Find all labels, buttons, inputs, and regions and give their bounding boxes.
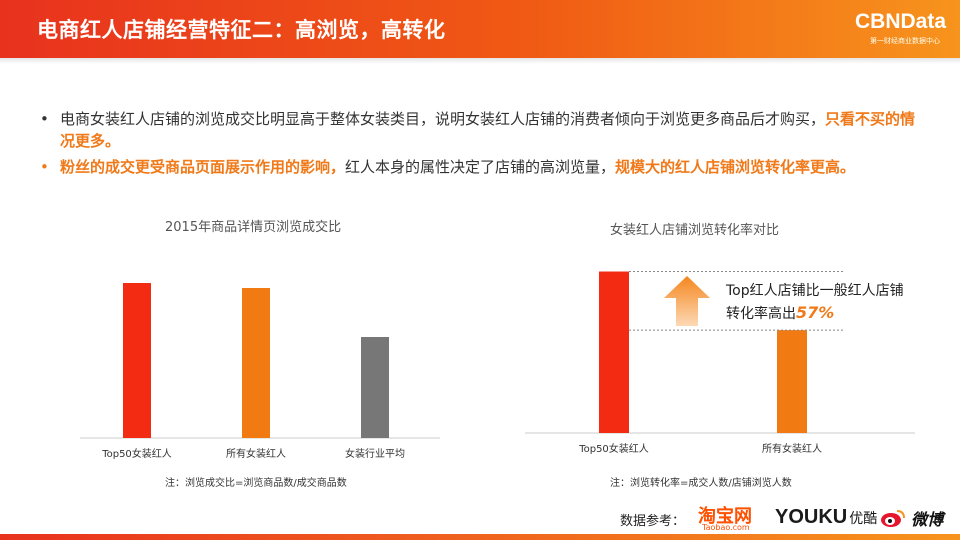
chart1-note: 注：浏览成交比=浏览商品数/成交商品数 [165, 478, 347, 489]
annotation-line-1: Top红人店铺比一般红人店铺 [726, 283, 904, 299]
bar-2 [242, 288, 270, 438]
taobao-logo-sub: Taobao.com [702, 523, 750, 532]
bullet-item-1: • 电商女装红人店铺的浏览成交比明显高于整体女装类目，说明女装红人店铺的消费者倾… [40, 108, 920, 152]
header-bar: 电商红人店铺经营特征二：高浏览，高转化 CBNData 第一财经商业数据中心 [0, 0, 960, 58]
bullet-list: • 电商女装红人店铺的浏览成交比明显高于整体女装类目，说明女装红人店铺的消费者倾… [40, 108, 920, 182]
up-arrow-icon [664, 276, 710, 326]
taobao-logo-text: 淘宝网 [698, 506, 752, 527]
chart1-svg: Top50女装红人 所有女装红人 女装行业平均 [80, 283, 440, 460]
chart2-note: 注：浏览转化率=成交人数/店铺浏览人数 [610, 478, 792, 489]
bullet-dot-icon: • [40, 158, 49, 176]
youku-logo: YOUKU 优酷 [775, 506, 877, 529]
weibo-logo: 微博 [880, 506, 943, 530]
annotation-prefix: 转化率高出 [726, 306, 796, 322]
bar-3 [361, 337, 389, 438]
taobao-logo: 淘宝网 Taobao.com [698, 504, 762, 534]
x-tick-label-1: Top50女装红人 [578, 442, 649, 455]
sources-label: 数据参考： [620, 514, 686, 529]
bullet-item-2: • 粉丝的成交更受商品页面展示作用的影响，红人本身的属性决定了店铺的高浏览量，规… [40, 156, 920, 178]
bottom-accent-bar [0, 534, 960, 540]
x-tick-label-3: 女装行业平均 [345, 447, 405, 460]
chart2-annotation: Top红人店铺比一般红人店铺 转化率高出57% [726, 281, 904, 325]
bullet-2-text: 红人本身的属性决定了店铺的高浏览量， [345, 158, 616, 176]
annotation-line-2: 转化率高出57% [726, 302, 904, 325]
youku-logo-text: YOUKU [775, 506, 848, 528]
x-tick-label-2: 所有女装红人 [226, 447, 286, 460]
x-tick-label-2: 所有女装红人 [762, 442, 822, 455]
logo-subtitle: 第一财经商业数据中心 [870, 37, 940, 45]
bar-2 [777, 330, 807, 433]
cbndata-logo: CBNData 第一财经商业数据中心 [826, 10, 946, 50]
bullet-2-highlight-1: 粉丝的成交更受商品页面展示作用的影响， [60, 158, 346, 176]
chart2-title: 女装红人店铺浏览转化率对比 [610, 223, 780, 238]
bar-1 [599, 271, 629, 433]
weibo-logo-text: 微博 [911, 510, 944, 529]
weibo-eye-icon [881, 510, 905, 527]
logo-text: CBNData [854, 10, 946, 33]
annotation-percent: 57% [796, 303, 835, 322]
bullet-1-text: 电商女装红人店铺的浏览成交比明显高于整体女装类目，说明女装红人店铺的消费者倾向于… [60, 110, 826, 128]
chart2-svg: Top50女装红人 所有女装红人 [525, 271, 915, 455]
bullet-1-highlight: 只看不买的情况更多。 [60, 110, 916, 150]
youku-logo-cn: 优酷 [849, 511, 878, 527]
page-title: 电商红人店铺经营特征二：高浏览，高转化 [37, 18, 446, 42]
x-tick-label-1: Top50女装红人 [101, 447, 172, 460]
bullet-dot-icon: • [40, 110, 49, 128]
chart1-title: 2015年商品详情页浏览成交比 [165, 220, 342, 235]
bar-1 [123, 283, 151, 438]
bullet-2-highlight-2: 规模大的红人店铺浏览转化率更高。 [615, 158, 856, 176]
header-divider [0, 58, 960, 64]
